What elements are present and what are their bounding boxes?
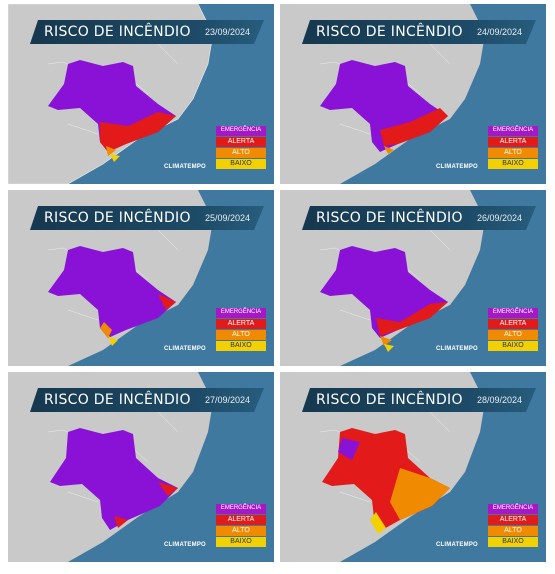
state-fill bbox=[48, 60, 176, 162]
legend-emergencia: EMERGÊNCIA bbox=[488, 504, 538, 514]
legend-baixo: BAIXO bbox=[216, 159, 266, 169]
map-panel-2: RISCO DE INCÊNDIO 24/09/2024 CLIMATEMPO … bbox=[280, 4, 546, 184]
map-panel-6: RISCO DE INCÊNDIO 28/09/2024 CLIMATEMPO … bbox=[280, 372, 546, 562]
logo-text: CLIMATEMPO bbox=[164, 542, 206, 548]
basemap bbox=[280, 190, 485, 366]
map-title: RISCO DE INCÊNDIO bbox=[44, 210, 191, 226]
legend-alto: ALTO bbox=[488, 148, 538, 158]
legend-baixo: BAIXO bbox=[216, 341, 266, 351]
logo-text: CLIMATEMPO bbox=[436, 164, 478, 170]
legend-emergencia: EMERGÊNCIA bbox=[216, 126, 266, 136]
legend-emergencia: EMERGÊNCIA bbox=[216, 308, 266, 318]
map-title: RISCO DE INCÊNDIO bbox=[316, 392, 463, 408]
legend-emergencia: EMERGÊNCIA bbox=[488, 308, 538, 318]
map-title: RISCO DE INCÊNDIO bbox=[44, 392, 191, 408]
climatempo-logo: CLIMATEMPO bbox=[436, 542, 478, 548]
map-date: 25/09/2024 bbox=[204, 213, 250, 223]
state-fill bbox=[320, 246, 448, 352]
map-date: 26/09/2024 bbox=[476, 213, 522, 223]
risk-legend: EMERGÊNCIA ALERTA ALTO BAIXO bbox=[488, 126, 538, 170]
state-fill bbox=[320, 60, 448, 154]
risk-legend: EMERGÊNCIA ALERTA ALTO BAIXO bbox=[488, 308, 538, 352]
basemap bbox=[8, 190, 213, 366]
map-title: RISCO DE INCÊNDIO bbox=[316, 210, 463, 226]
title-bar: RISCO DE INCÊNDIO 25/09/2024 bbox=[30, 206, 264, 230]
basemap bbox=[280, 372, 485, 562]
legend-alto: ALTO bbox=[216, 330, 266, 340]
climatempo-logo: CLIMATEMPO bbox=[164, 346, 206, 352]
legend-alto: ALTO bbox=[488, 330, 538, 340]
title-bar: RISCO DE INCÊNDIO 24/09/2024 bbox=[302, 20, 536, 44]
state-fill bbox=[48, 246, 176, 346]
legend-baixo: BAIXO bbox=[488, 159, 538, 169]
risk-legend: EMERGÊNCIA ALERTA ALTO BAIXO bbox=[488, 504, 538, 548]
legend-alto: ALTO bbox=[216, 148, 266, 158]
map-title: RISCO DE INCÊNDIO bbox=[44, 24, 191, 40]
title-bar: RISCO DE INCÊNDIO 26/09/2024 bbox=[302, 206, 536, 230]
logo-text: CLIMATEMPO bbox=[164, 164, 206, 170]
legend-alerta: ALERTA bbox=[216, 515, 266, 525]
map-date: 27/09/2024 bbox=[204, 395, 250, 405]
title-bar: RISCO DE INCÊNDIO 23/09/2024 bbox=[30, 20, 264, 44]
legend-alerta: ALERTA bbox=[216, 137, 266, 147]
map-panel-1: RISCO DE INCÊNDIO 23/09/2024 CLIMATEMPO … bbox=[8, 4, 274, 184]
basemap bbox=[8, 4, 214, 184]
climatempo-logo: CLIMATEMPO bbox=[436, 346, 478, 352]
legend-emergencia: EMERGÊNCIA bbox=[216, 504, 266, 514]
basemap bbox=[280, 4, 485, 184]
title-bar: RISCO DE INCÊNDIO 28/09/2024 bbox=[302, 388, 536, 412]
climatempo-logo: CLIMATEMPO bbox=[164, 542, 206, 548]
legend-alerta: ALERTA bbox=[488, 319, 538, 329]
map-date: 24/09/2024 bbox=[476, 27, 522, 37]
map-title: RISCO DE INCÊNDIO bbox=[316, 24, 463, 40]
map-panel-3: RISCO DE INCÊNDIO 25/09/2024 CLIMATEMPO … bbox=[8, 190, 274, 366]
legend-alerta: ALERTA bbox=[488, 515, 538, 525]
state-fill bbox=[322, 428, 450, 534]
legend-baixo: BAIXO bbox=[488, 537, 538, 547]
legend-alto: ALTO bbox=[488, 526, 538, 536]
risk-legend: EMERGÊNCIA ALERTA ALTO BAIXO bbox=[216, 308, 266, 352]
basemap bbox=[8, 372, 213, 562]
map-panel-5: RISCO DE INCÊNDIO 27/09/2024 CLIMATEMPO … bbox=[8, 372, 274, 562]
logo-text: CLIMATEMPO bbox=[436, 346, 478, 352]
map-date: 23/09/2024 bbox=[204, 27, 250, 37]
risk-legend: EMERGÊNCIA ALERTA ALTO BAIXO bbox=[216, 504, 266, 548]
state-fill bbox=[50, 428, 178, 530]
legend-alerta: ALERTA bbox=[216, 319, 266, 329]
climatempo-logo: CLIMATEMPO bbox=[436, 164, 478, 170]
logo-text: CLIMATEMPO bbox=[436, 542, 478, 548]
map-panel-4: RISCO DE INCÊNDIO 26/09/2024 CLIMATEMPO … bbox=[280, 190, 546, 366]
legend-baixo: BAIXO bbox=[216, 537, 266, 547]
legend-baixo: BAIXO bbox=[488, 341, 538, 351]
map-date: 28/09/2024 bbox=[476, 395, 522, 405]
legend-alerta: ALERTA bbox=[488, 137, 538, 147]
title-bar: RISCO DE INCÊNDIO 27/09/2024 bbox=[30, 388, 264, 412]
legend-emergencia: EMERGÊNCIA bbox=[488, 126, 538, 136]
climatempo-logo: CLIMATEMPO bbox=[164, 164, 206, 170]
legend-alto: ALTO bbox=[216, 526, 266, 536]
logo-text: CLIMATEMPO bbox=[164, 346, 206, 352]
risk-legend: EMERGÊNCIA ALERTA ALTO BAIXO bbox=[216, 126, 266, 170]
